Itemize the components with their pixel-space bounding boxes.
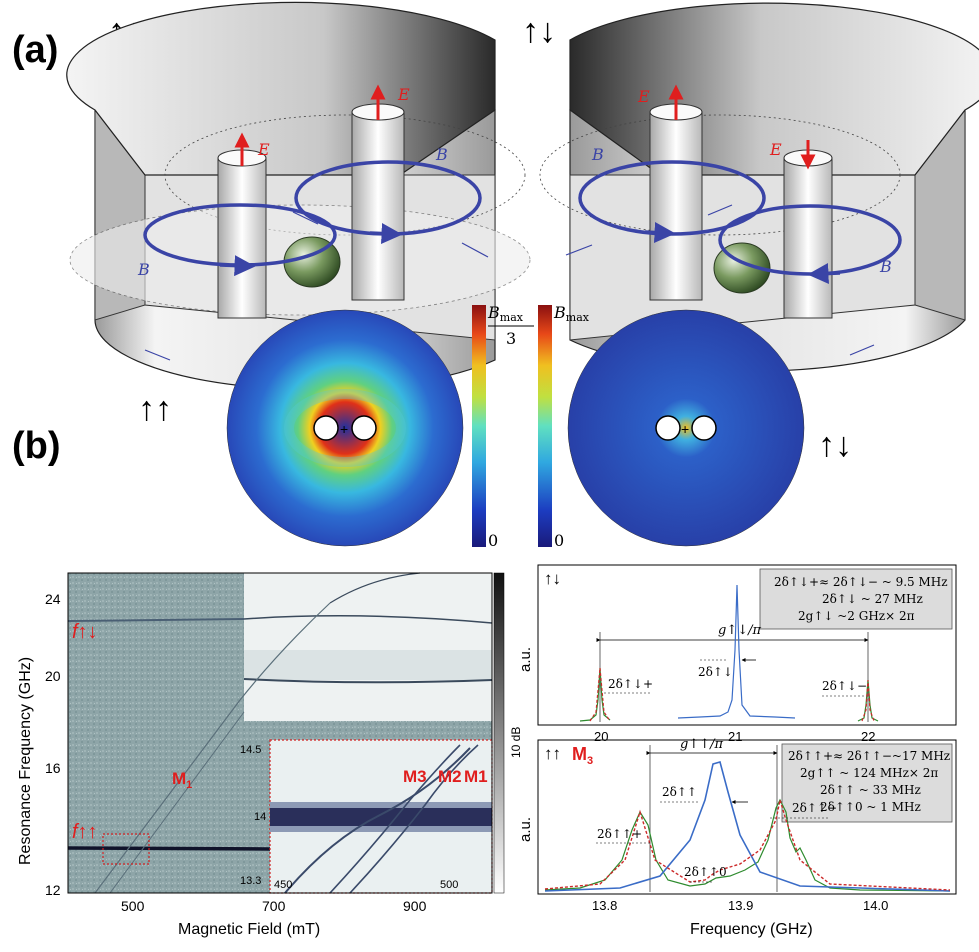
- spectra-top-d-plus: 2δ↑↓+: [608, 677, 653, 691]
- field-label-b-left1: B: [137, 260, 150, 279]
- colorbar-right-max: Bmax: [553, 303, 590, 324]
- spectra-bottom-legend-2: 2g↑↑ ~ 124 MHz× 2π: [800, 766, 938, 780]
- inset-xtick-1: 450: [274, 879, 292, 891]
- spectra-bottom-xtick-138: 13.8: [592, 898, 617, 913]
- field-label-e-right2: E: [769, 140, 782, 159]
- spectrogram-ytick-20: 20: [45, 668, 61, 684]
- panel-b: (b) ↑↑ ↑↓ + + Bmax 3 0 Bmax 0: [12, 303, 852, 550]
- spectra-bottom-mode: M3: [572, 744, 593, 767]
- colorbar-right: [538, 305, 552, 547]
- field-map-antiparallel: [567, 309, 805, 547]
- spin-label-antiparallel-b: ↑↓: [818, 426, 852, 464]
- colorbar-right-min: 0: [554, 531, 564, 550]
- spectra-top-ylabel: a.u.: [517, 647, 534, 672]
- spectra-bottom-ylabel: a.u.: [517, 817, 534, 842]
- spectra-top-fit-left: [589, 667, 611, 722]
- spectra-bottom-xlabel: Frequency (GHz): [690, 921, 813, 938]
- spectra-top-g: g↑↓/π: [718, 623, 761, 638]
- label-f-parallel: f↑↑: [72, 821, 98, 843]
- spectra-top-d-minus: 2δ↑↓−: [822, 679, 867, 693]
- spectra-top-fit-right: [861, 679, 875, 722]
- spectra-bottom-xtick-140: 14.0: [863, 898, 888, 913]
- spectra-bottom: ↑↑ M3 a.u. 2δ↑↑+≈ 2δ↑↑−~17 MHz 2g↑↑ ~ 12…: [517, 737, 957, 938]
- field-label-e-left1: E: [257, 140, 270, 159]
- inset-label-m3: M3: [403, 767, 427, 786]
- spectrogram-ytick-24: 24: [45, 591, 61, 607]
- spectrogram-colorbar-label: 10 dB: [509, 727, 523, 758]
- spectrogram-panel: 14.5 14 13.3 450 500 M3 M2 M1 f↑↓ f↑↑ M1…: [17, 572, 523, 938]
- cavity-left: E E B B: [66, 1, 531, 391]
- spectra-bottom-d-minus: 2δ↑↑−: [792, 801, 837, 815]
- spin-label-antiparallel-a: ↑↓: [522, 12, 556, 50]
- spectrogram-ytick-16: 16: [45, 760, 61, 776]
- spectra-bottom-legend-1: 2δ↑↑+≈ 2δ↑↑−~17 MHz: [788, 749, 950, 763]
- spin-label-parallel-b: ↑↑: [138, 390, 172, 428]
- spectrogram-xtick-500: 500: [121, 898, 145, 914]
- inset-ytick-2: 14: [254, 811, 266, 823]
- spectra-top: ↑↓ a.u. 2δ↑↓+≈ 2δ↑↓− ~ 9.5 MHz 2δ↑↓ ~ 27…: [517, 564, 957, 744]
- inset-label-m1: M1: [464, 767, 488, 786]
- field-label-e-left2: E: [397, 85, 410, 104]
- spectra-top-trace-blue: [677, 584, 796, 719]
- spectra-top-d-center: 2δ↑↓: [698, 665, 733, 679]
- field-label-b-left2: B: [435, 145, 448, 164]
- spectrogram-xlabel: Magnetic Field (mT): [178, 921, 320, 938]
- spectra-bottom-trace-green: [544, 798, 951, 892]
- spectra-top-xtick-22: 22: [861, 729, 875, 744]
- panel-a: (a) ↑↑ ↑↓ E E B B: [12, 1, 979, 391]
- inset-xtick-2: 500: [440, 879, 458, 891]
- label-m1: M1: [172, 769, 192, 791]
- svg-text:+: +: [340, 421, 348, 437]
- label-f-antiparallel: f↑↓: [72, 621, 98, 643]
- spectra-bottom-legend: [781, 743, 953, 823]
- inset-label-m2: M2: [438, 767, 462, 786]
- spectra-bottom-xtick-139: 13.9: [728, 898, 753, 913]
- spectra-top-legend: [759, 568, 953, 630]
- spectra-top-corner: ↑↓: [544, 569, 561, 588]
- field-map-parallel: [226, 309, 464, 547]
- spectrogram-ylabel: Resonance Frequency (GHz): [17, 657, 34, 865]
- colorbar-left: [472, 305, 486, 547]
- spectra-top-trace-green-left: [579, 667, 611, 722]
- field-label-e-right1: E: [637, 87, 650, 106]
- spectra-top-legend-3: 2g↑↓ ~2 GHz× 2π: [798, 609, 915, 623]
- cavity-right: E E B B: [539, 2, 979, 372]
- colorbar-left-denom: 3: [506, 329, 516, 348]
- spectra-bottom-d-plus: 2δ↑↑+: [597, 827, 642, 841]
- spectra-bottom-corner: ↑↑: [544, 744, 561, 763]
- colorbar-left-min: 0: [488, 531, 498, 550]
- spectra-top-xtick-21: 21: [728, 729, 742, 744]
- spectra-top-legend-2: 2δ↑↓ ~ 27 MHz: [822, 592, 923, 606]
- spectra-bottom-d-zero: 2δ↑↑0: [684, 865, 727, 879]
- spectrogram-xtick-900: 900: [403, 898, 427, 914]
- spectrogram-colorbar: [493, 572, 505, 894]
- panel-label-a: (a): [12, 29, 58, 71]
- inset-ytick-3: 13.3: [240, 875, 261, 887]
- spectra-bottom-d-center: 2δ↑↑: [662, 785, 697, 799]
- spectrogram-xtick-700: 700: [262, 898, 286, 914]
- spectra-top-xtick-20: 20: [594, 729, 608, 744]
- field-label-b-right1: B: [591, 145, 604, 164]
- spectra-bottom-legend-3: 2δ↑↑ ~ 33 MHz: [820, 783, 921, 797]
- spectra-top-legend-1: 2δ↑↓+≈ 2δ↑↓− ~ 9.5 MHz: [774, 575, 948, 589]
- colorbar-left-max: Bmax: [487, 303, 524, 324]
- field-label-b-right2: B: [879, 257, 892, 276]
- spectra-bottom-trace-blue: [544, 761, 951, 892]
- panel-label-b: (b): [12, 425, 61, 467]
- spectra-bottom-g: g↑↑/π: [680, 737, 723, 752]
- spectrogram-ytick-12: 12: [45, 882, 61, 898]
- inset-ytick-1: 14.5: [240, 744, 261, 756]
- spectra-bottom-legend-4: 2δ↑↑0 ~ 1 MHz: [820, 800, 921, 814]
- svg-text:+: +: [681, 421, 689, 437]
